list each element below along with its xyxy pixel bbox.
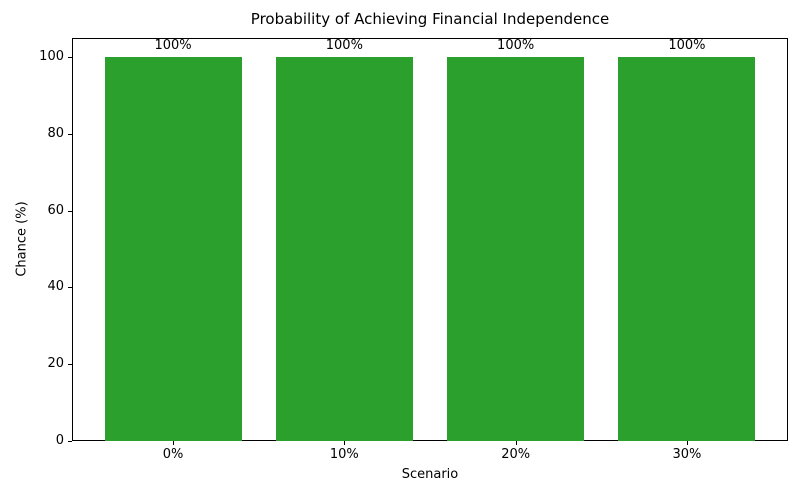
y-tick-label: 40 (47, 279, 64, 295)
y-tick-mark (68, 287, 72, 289)
x-axis-label: Scenario (401, 467, 459, 482)
y-tick-mark (68, 364, 72, 366)
bar-value-label: 100% (497, 38, 535, 54)
x-tick-label: 0% (162, 447, 184, 462)
y-tick-label: 80 (47, 125, 64, 141)
x-tick-mark (173, 441, 175, 445)
y-tick-label: 20 (47, 356, 64, 372)
x-tick-mark (515, 441, 517, 445)
y-tick-mark (68, 210, 72, 212)
bar (618, 57, 756, 441)
bar-value-label: 100% (154, 38, 192, 54)
x-tick-mark (344, 441, 346, 445)
bar (447, 57, 585, 441)
y-tick-mark (68, 441, 72, 442)
x-tick-label: 10% (329, 447, 359, 462)
bar-value-label: 100% (325, 38, 363, 54)
y-axis-label: Chance (%) (14, 201, 30, 277)
x-tick-label: 20% (501, 447, 531, 462)
bar (275, 57, 413, 441)
y-tick-label: 100 (39, 49, 64, 65)
bar-value-label: 100% (668, 38, 706, 54)
bar (104, 57, 242, 441)
y-tick-label: 60 (47, 202, 64, 218)
y-tick-mark (68, 133, 72, 135)
x-tick-label: 30% (672, 447, 702, 462)
y-tick-label: 0 (55, 433, 64, 448)
y-tick-mark (68, 57, 72, 59)
chart-title: Probability of Achieving Financial Indep… (250, 10, 610, 28)
x-tick-mark (686, 441, 688, 445)
